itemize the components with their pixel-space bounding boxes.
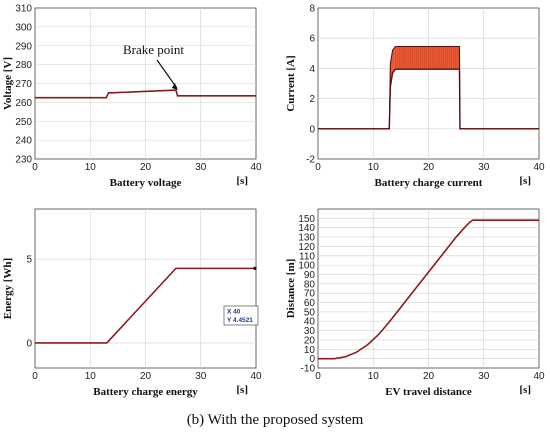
y-tick-label: 140 — [298, 223, 315, 234]
energy-line — [35, 267, 256, 344]
x-tick-label: 0 — [32, 162, 38, 173]
energy-chart: 0 10 20 30 40 0 5 Battery charge energy [s] Energ… — [2, 208, 262, 398]
y-tick-label: 10 — [304, 345, 316, 356]
voltage-chart: 0 10 20 30 40 230 240 250 260 270 280 290 300 310 Batt… — [2, 4, 262, 190]
y-tick-label: 4 — [309, 64, 315, 75]
x-tick-label: 10 — [85, 371, 97, 382]
brake-point-arrowhead — [171, 83, 178, 91]
y-tick-label: 0 — [309, 354, 315, 365]
y-tick-label: 2 — [309, 94, 315, 105]
x-axis-label: EV travel distance — [385, 386, 472, 398]
y-tick-label: 60 — [304, 298, 316, 309]
x-axis-label: Battery charge current — [375, 177, 483, 189]
x-axis-label: Battery voltage — [110, 177, 182, 189]
x-tick-label: 40 — [250, 162, 262, 173]
x-tick-label: 40 — [533, 371, 545, 382]
x-tick-label: 20 — [423, 162, 435, 173]
x-axis-unit: [s] — [236, 384, 248, 396]
x-tick-label: 30 — [478, 371, 490, 382]
y-tick-label: 150 — [298, 214, 315, 225]
y-axis-label: Distance [m] — [285, 259, 297, 319]
y-tick-label: -2 — [306, 155, 315, 166]
y-tick-label: 130 — [298, 233, 315, 244]
y-tick-label: 270 — [15, 79, 32, 90]
y-tick-label: 30 — [304, 326, 316, 337]
x-tick-label: 30 — [195, 371, 207, 382]
x-tick-label: 0 — [32, 371, 38, 382]
datatip-y: Y 4.4521 — [227, 317, 253, 324]
y-axis-label: Voltage [V] — [2, 57, 14, 110]
x-tick-label: 40 — [250, 371, 262, 382]
x-axis-unit: [s] — [519, 384, 531, 396]
y-tick-label: 8 — [309, 4, 315, 15]
x-axis-unit: [s] — [236, 175, 248, 187]
y-tick-label: 80 — [304, 279, 316, 290]
x-tick-label: 20 — [140, 371, 152, 382]
y-tick-label: 0 — [309, 124, 315, 135]
brake-point-label: Brake point — [123, 42, 184, 57]
y-tick-label: 120 — [298, 242, 315, 253]
distance-chart: 0 10 20 30 40-100102030405060708090100110120… — [285, 208, 545, 398]
x-axis-label: Battery charge energy — [93, 386, 198, 398]
y-tick-label: 240 — [15, 136, 32, 147]
y-tick-label: 290 — [15, 41, 32, 52]
datatip-x: X 40 — [227, 309, 241, 316]
y-tick-label: -10 — [301, 364, 316, 375]
x-tick-label: 10 — [368, 371, 380, 382]
distance-line — [318, 219, 539, 360]
x-tick-label: 30 — [478, 162, 490, 173]
x-tick-label: 20 — [140, 162, 152, 173]
y-tick-label: 5 — [26, 255, 32, 266]
x-tick-label: 40 — [533, 162, 545, 173]
y-tick-label: 20 — [304, 335, 316, 346]
y-tick-label: 50 — [304, 307, 316, 318]
y-tick-label: 260 — [15, 98, 32, 109]
y-axis-label: Energy [Wh] — [2, 258, 14, 319]
y-tick-label: 70 — [304, 289, 316, 300]
y-tick-label: 90 — [304, 270, 316, 281]
x-axis-unit: [s] — [519, 175, 531, 187]
y-tick-label: 300 — [15, 22, 32, 33]
y-tick-label: 0 — [26, 338, 32, 349]
brake-point-arrow — [156, 59, 178, 89]
x-tick-label: 0 — [315, 162, 321, 173]
y-axis-label: Current [A] — [285, 55, 297, 111]
x-tick-label: 30 — [195, 162, 207, 173]
y-tick-label: 6 — [309, 34, 315, 45]
datatip-box — [223, 305, 259, 326]
current-upper-line — [318, 45, 539, 130]
y-tick-label: 280 — [15, 60, 32, 71]
y-tick-label: 100 — [298, 261, 315, 272]
x-tick-label: 20 — [423, 371, 435, 382]
x-tick-label: 0 — [315, 371, 321, 382]
voltage-line — [35, 89, 256, 99]
y-tick-label: 310 — [15, 4, 32, 15]
y-tick-label: 230 — [15, 155, 32, 166]
current-band — [318, 46, 539, 129]
figure-caption: (b) With the proposed system — [187, 412, 364, 428]
y-tick-label: 110 — [299, 251, 315, 262]
datatip-marker — [253, 266, 257, 270]
y-tick-label: 40 — [304, 317, 316, 328]
x-tick-label: 10 — [85, 162, 97, 173]
y-tick-label: 250 — [15, 117, 32, 128]
x-tick-label: 10 — [368, 162, 380, 173]
